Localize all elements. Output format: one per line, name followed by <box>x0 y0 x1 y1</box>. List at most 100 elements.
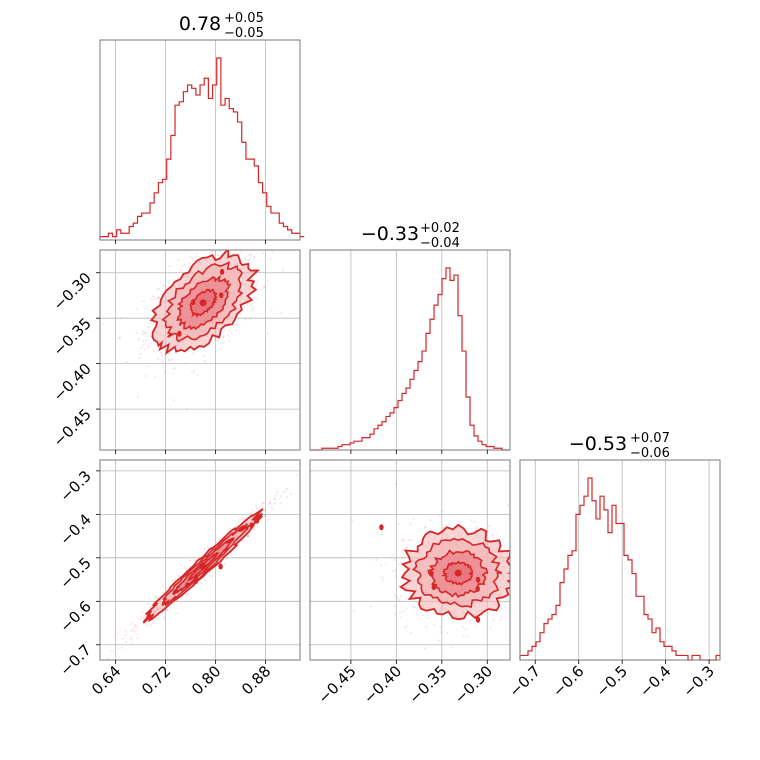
scatter-point <box>250 303 253 306</box>
x-tick-label: 0.88 <box>238 662 274 698</box>
scatter-point <box>426 617 429 620</box>
scatter-point <box>195 253 198 256</box>
scatter-point <box>248 257 251 261</box>
scatter-point <box>279 495 283 498</box>
scatter-point <box>511 576 513 578</box>
scatter-point <box>156 297 159 300</box>
scatter-point <box>401 549 405 552</box>
scatter-point <box>167 586 170 589</box>
scatter-point <box>117 632 120 635</box>
scatter-point <box>163 370 166 373</box>
scatter-point <box>158 296 161 299</box>
scatter-point <box>276 491 279 494</box>
scatter-point <box>226 334 229 337</box>
scatter-point <box>240 250 243 253</box>
scatter-point <box>149 624 153 627</box>
scatter-point <box>492 619 495 622</box>
scatter-point <box>262 252 265 255</box>
scatter-point <box>146 602 150 605</box>
y-tick-labels-param-2: −0.7 −0.6 −0.5 −0.4 −0.3 <box>56 467 94 679</box>
scatter-point <box>245 244 247 246</box>
scatter-point <box>522 571 524 573</box>
scatter-point <box>228 329 231 332</box>
scatter-point <box>400 581 403 584</box>
scatter-point <box>539 582 541 584</box>
contour-blob <box>431 584 436 591</box>
scatter-point <box>142 343 145 346</box>
contour-blob <box>243 243 247 249</box>
scatter-point <box>110 649 113 653</box>
scatter-point <box>441 527 444 530</box>
scatter-point <box>513 553 515 555</box>
scatter-point <box>401 557 404 560</box>
scatter-point <box>229 235 231 237</box>
scatter-point <box>200 247 202 249</box>
scatter-point <box>515 566 517 568</box>
scatter-point <box>511 615 513 617</box>
scatter-point <box>269 257 272 260</box>
scatter-point <box>460 521 463 524</box>
scatter-point <box>144 339 147 342</box>
scatter-point <box>193 559 196 562</box>
scatter-point <box>516 557 518 559</box>
scatter-point <box>496 533 499 536</box>
scatter-point <box>142 339 145 342</box>
scatter-point <box>286 495 289 498</box>
scatter-point <box>282 491 285 494</box>
scatter-point <box>180 264 183 268</box>
scatter-point <box>351 519 354 522</box>
scatter-point <box>421 614 424 617</box>
scatter-point <box>229 553 232 557</box>
scatter-point <box>474 624 477 627</box>
contour-blob <box>185 582 190 589</box>
scatter-point <box>263 514 266 517</box>
scatter-point <box>246 535 249 538</box>
title-param-1-plus: +0.02 <box>420 221 460 236</box>
scatter-point <box>146 623 149 626</box>
scatter-point <box>462 635 465 638</box>
scatter-point <box>473 520 476 523</box>
scatter-point <box>261 230 263 232</box>
scatter-point <box>469 619 472 622</box>
x-tick-label: −0.3 <box>679 662 717 700</box>
y-tick-label: −0.7 <box>56 641 94 679</box>
scatter-point <box>251 308 254 311</box>
scatter-point <box>172 579 175 582</box>
scatter-point <box>394 558 397 561</box>
title-param-2-minus: −0.06 <box>630 446 670 461</box>
x-tick-label: −0.45 <box>314 662 359 707</box>
scatter-point <box>117 647 120 650</box>
scatter-point <box>179 269 182 272</box>
scatter-point <box>178 574 181 577</box>
scatter-point <box>528 636 530 638</box>
scatter-point <box>228 232 230 234</box>
scatter-point <box>167 281 170 284</box>
x-tick-label: 0.80 <box>188 662 224 698</box>
density-peak <box>454 569 462 577</box>
scatter-point <box>369 605 372 608</box>
contour-blob <box>429 570 434 577</box>
scatter-point <box>400 560 403 563</box>
panel-frame <box>519 459 721 661</box>
scatter-point <box>242 517 245 520</box>
scatter-point <box>225 234 227 236</box>
scatter-point <box>163 618 167 621</box>
scatter-point <box>506 598 509 601</box>
scatter-point <box>144 374 148 378</box>
scatter-point <box>136 637 139 640</box>
scatter-point <box>438 514 441 517</box>
scatter-point <box>512 578 514 580</box>
scatter-point <box>162 365 165 368</box>
scatter-point <box>162 615 166 618</box>
scatter-point <box>131 642 134 645</box>
scatter-point <box>296 474 299 477</box>
scatter-point <box>399 595 403 598</box>
scatter-point <box>500 615 503 618</box>
scatter-point <box>244 318 247 321</box>
x-tick-label: −0.6 <box>549 662 587 700</box>
scatter-point <box>263 286 266 289</box>
scatter-point <box>486 530 489 533</box>
scatter-point <box>151 295 154 298</box>
scatter-point <box>157 287 160 290</box>
scatter-point <box>157 618 160 621</box>
